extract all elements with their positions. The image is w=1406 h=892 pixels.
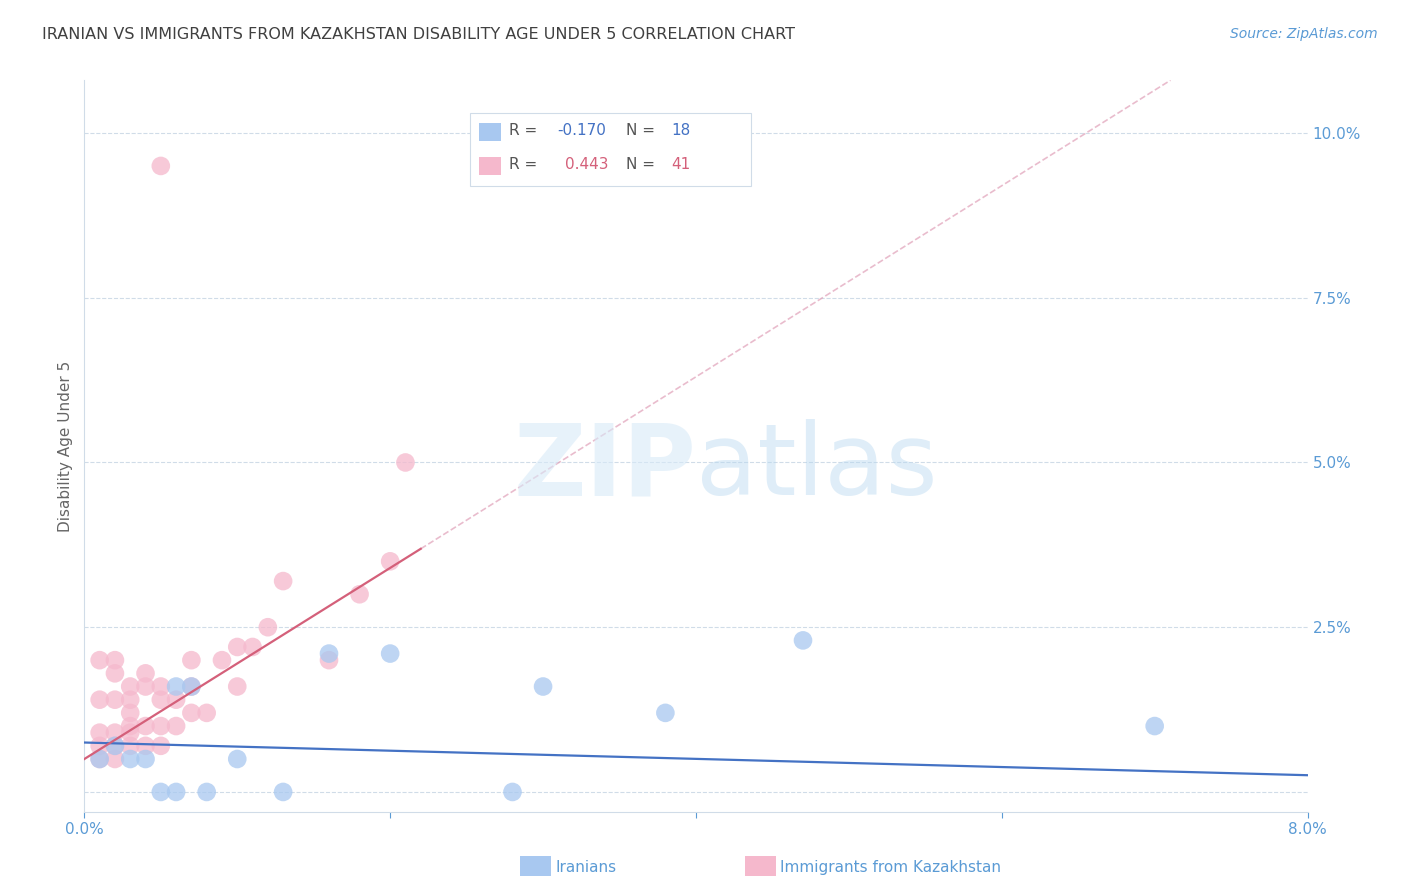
Point xyxy=(180,706,202,720)
Point xyxy=(104,739,127,753)
Point xyxy=(104,653,127,667)
Point xyxy=(1143,719,1166,733)
Point xyxy=(89,653,111,667)
Point xyxy=(195,785,218,799)
Point xyxy=(149,159,172,173)
Point xyxy=(242,640,264,654)
Point xyxy=(394,455,416,469)
Point xyxy=(135,739,157,753)
Point xyxy=(180,680,202,694)
Point xyxy=(104,739,127,753)
Point xyxy=(104,752,127,766)
Text: -0.170: -0.170 xyxy=(558,123,606,138)
Bar xyxy=(479,122,502,141)
Point xyxy=(165,680,187,694)
Text: IRANIAN VS IMMIGRANTS FROM KAZAKHSTAN DISABILITY AGE UNDER 5 CORRELATION CHART: IRANIAN VS IMMIGRANTS FROM KAZAKHSTAN DI… xyxy=(42,27,796,42)
Point xyxy=(135,719,157,733)
Point xyxy=(89,692,111,706)
Point xyxy=(180,653,202,667)
Point xyxy=(165,785,187,799)
Point xyxy=(135,680,157,694)
Text: Immigrants from Kazakhstan: Immigrants from Kazakhstan xyxy=(780,860,1001,874)
Point xyxy=(149,719,172,733)
Point xyxy=(271,785,294,799)
Point xyxy=(149,739,172,753)
Point xyxy=(149,692,172,706)
Point xyxy=(89,725,111,739)
Point xyxy=(89,752,111,766)
Point xyxy=(104,692,127,706)
Point xyxy=(180,680,202,694)
Text: ZIP: ZIP xyxy=(513,419,696,516)
Point xyxy=(149,680,172,694)
Point xyxy=(104,725,127,739)
Point xyxy=(120,752,142,766)
Point xyxy=(165,719,187,733)
Point xyxy=(211,653,233,667)
Text: atlas: atlas xyxy=(696,419,938,516)
Point xyxy=(349,587,371,601)
Point xyxy=(89,739,111,753)
Point xyxy=(120,719,142,733)
Point xyxy=(380,554,402,568)
Point xyxy=(226,640,249,654)
Point xyxy=(654,706,676,720)
Point xyxy=(380,647,402,661)
Point xyxy=(89,752,111,766)
Point xyxy=(257,620,280,634)
Text: 0.443: 0.443 xyxy=(565,158,609,172)
Bar xyxy=(479,157,502,176)
Point xyxy=(271,574,294,588)
Point xyxy=(502,785,524,799)
Point xyxy=(226,680,249,694)
Text: 18: 18 xyxy=(672,123,690,138)
FancyBboxPatch shape xyxy=(470,113,751,186)
Text: N =: N = xyxy=(626,158,661,172)
Text: N =: N = xyxy=(626,123,661,138)
Point xyxy=(120,692,142,706)
Point xyxy=(165,692,187,706)
Point xyxy=(792,633,814,648)
Point xyxy=(531,680,554,694)
Y-axis label: Disability Age Under 5: Disability Age Under 5 xyxy=(58,360,73,532)
Point xyxy=(120,725,142,739)
Point xyxy=(120,739,142,753)
Text: R =: R = xyxy=(509,123,541,138)
Point xyxy=(104,666,127,681)
Point xyxy=(318,647,340,661)
Point xyxy=(318,653,340,667)
Point xyxy=(226,752,249,766)
Point xyxy=(120,680,142,694)
Point xyxy=(120,706,142,720)
Point xyxy=(195,706,218,720)
Text: 41: 41 xyxy=(672,158,690,172)
Point xyxy=(149,785,172,799)
Point xyxy=(135,666,157,681)
Text: R =: R = xyxy=(509,158,547,172)
Point xyxy=(135,752,157,766)
Text: Iranians: Iranians xyxy=(555,860,616,874)
Text: Source: ZipAtlas.com: Source: ZipAtlas.com xyxy=(1230,27,1378,41)
